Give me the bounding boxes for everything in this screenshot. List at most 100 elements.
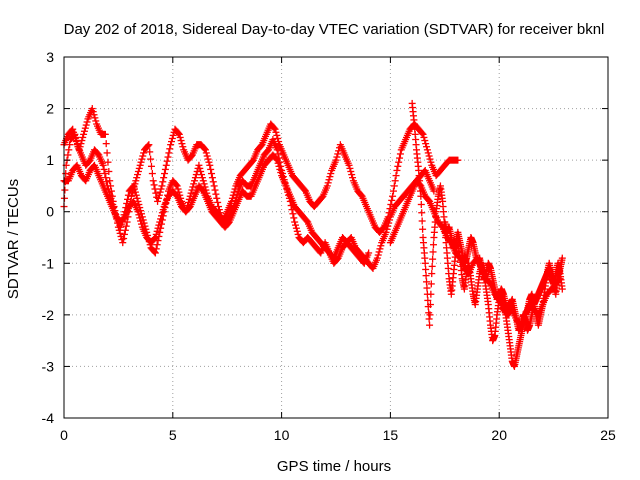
data-point-interp <box>157 185 165 193</box>
data-point <box>382 228 390 236</box>
data-point <box>156 218 164 226</box>
data-point-interp <box>203 152 211 160</box>
chart-title: Day 202 of 2018, Sidereal Day-to-day VTE… <box>64 21 605 38</box>
data-point-interp <box>275 162 283 170</box>
data-point-interp <box>377 242 385 250</box>
data-point-interp <box>136 214 144 222</box>
x-tick-label: 25 <box>600 427 616 443</box>
y-tick-label: 3 <box>46 49 54 65</box>
data-point-interp <box>89 108 97 116</box>
data-point-interp <box>198 171 206 179</box>
data-point-interp <box>153 241 161 249</box>
data-point-interp <box>147 155 155 163</box>
data-point <box>123 218 131 226</box>
data-point-interp <box>394 162 402 170</box>
data-point-interp <box>396 150 404 158</box>
data-point-interp <box>202 149 210 157</box>
data-point-interp <box>134 167 142 175</box>
data-point-interp <box>388 196 396 204</box>
data-point-interp <box>147 162 155 170</box>
y-tick-label: 1 <box>46 152 54 168</box>
data-point-interp <box>79 133 87 141</box>
data-point-interp <box>165 149 173 157</box>
data-point-interp <box>423 143 431 151</box>
data-point-interp <box>150 181 158 189</box>
data-point-interp <box>174 129 182 137</box>
data-point-interp <box>132 191 140 199</box>
data-point-interp <box>62 170 70 178</box>
data-point-interp <box>190 180 198 188</box>
data-point-interp <box>420 133 428 141</box>
data-point-interp <box>163 157 171 165</box>
data-point-interp <box>334 150 342 158</box>
data-point <box>323 182 331 190</box>
data-point-interp <box>390 182 398 190</box>
data-point <box>454 156 462 164</box>
data-point-interp <box>208 170 216 178</box>
data-point-interp <box>77 140 85 148</box>
data-point-interp <box>191 174 199 182</box>
data-point-interp <box>121 226 129 234</box>
data-point-interp <box>327 170 335 178</box>
data-point-interp <box>396 154 404 162</box>
data-point-interp <box>101 170 109 178</box>
data-point-interp <box>425 152 433 160</box>
data-point <box>214 203 222 211</box>
x-tick-label: 20 <box>491 427 507 443</box>
data-point-interp <box>395 158 403 166</box>
data-point <box>106 177 114 185</box>
x-tick-label: 10 <box>274 427 290 443</box>
data-point-interp <box>168 134 176 142</box>
data-point-interp <box>294 230 302 238</box>
x-tick-label: 0 <box>60 427 68 443</box>
data-point-interp <box>103 149 111 157</box>
data-point-interp <box>151 185 159 193</box>
data-point-interp <box>152 230 160 238</box>
data-point-interp <box>293 227 301 235</box>
data-point <box>291 218 299 226</box>
data-point-interp <box>78 137 86 145</box>
data-point <box>332 156 340 164</box>
data-point-interp <box>104 158 112 166</box>
data-point-interp <box>154 194 162 202</box>
data-point-interp <box>272 128 280 136</box>
data-point-interp <box>198 174 206 182</box>
data-point-interp <box>71 134 79 142</box>
data-point-interp <box>201 145 209 153</box>
data-point-interp <box>270 124 278 132</box>
data-point <box>162 161 170 169</box>
data-point-interp <box>197 167 205 175</box>
data-point-interp <box>102 140 110 148</box>
data-point <box>158 182 166 190</box>
data-point-interp <box>124 191 132 199</box>
data-point <box>130 182 138 190</box>
data-point-interp <box>102 174 110 182</box>
data-point-interp <box>326 173 334 181</box>
data-point-interp <box>155 221 163 229</box>
data-point-interp <box>91 114 99 122</box>
data-point-interp <box>72 138 80 146</box>
data-point-interp <box>154 224 162 232</box>
data-point <box>201 146 209 154</box>
data-point <box>191 177 199 185</box>
data-point-interp <box>386 216 394 224</box>
data-point <box>151 249 159 257</box>
x-axis-label: GPS time / hours <box>277 458 391 475</box>
data-point-interp <box>333 153 341 161</box>
data-point-interp <box>169 131 177 139</box>
data-point-interp <box>152 245 160 253</box>
series-track-c <box>60 151 373 267</box>
data-point-interp <box>138 155 146 163</box>
data-point-interp <box>133 194 141 202</box>
data-point-interp <box>64 151 72 159</box>
data-point-interp <box>177 137 185 145</box>
y-tick-label: 2 <box>46 101 54 117</box>
data-point-interp <box>156 188 164 196</box>
data-point-interp <box>100 165 108 173</box>
data-point-interp <box>274 134 282 142</box>
data-point-interp <box>135 211 143 219</box>
data-point <box>136 161 144 169</box>
data-point-interp <box>105 167 113 175</box>
data-point-interp <box>131 188 139 196</box>
data-point-interp <box>290 214 298 222</box>
